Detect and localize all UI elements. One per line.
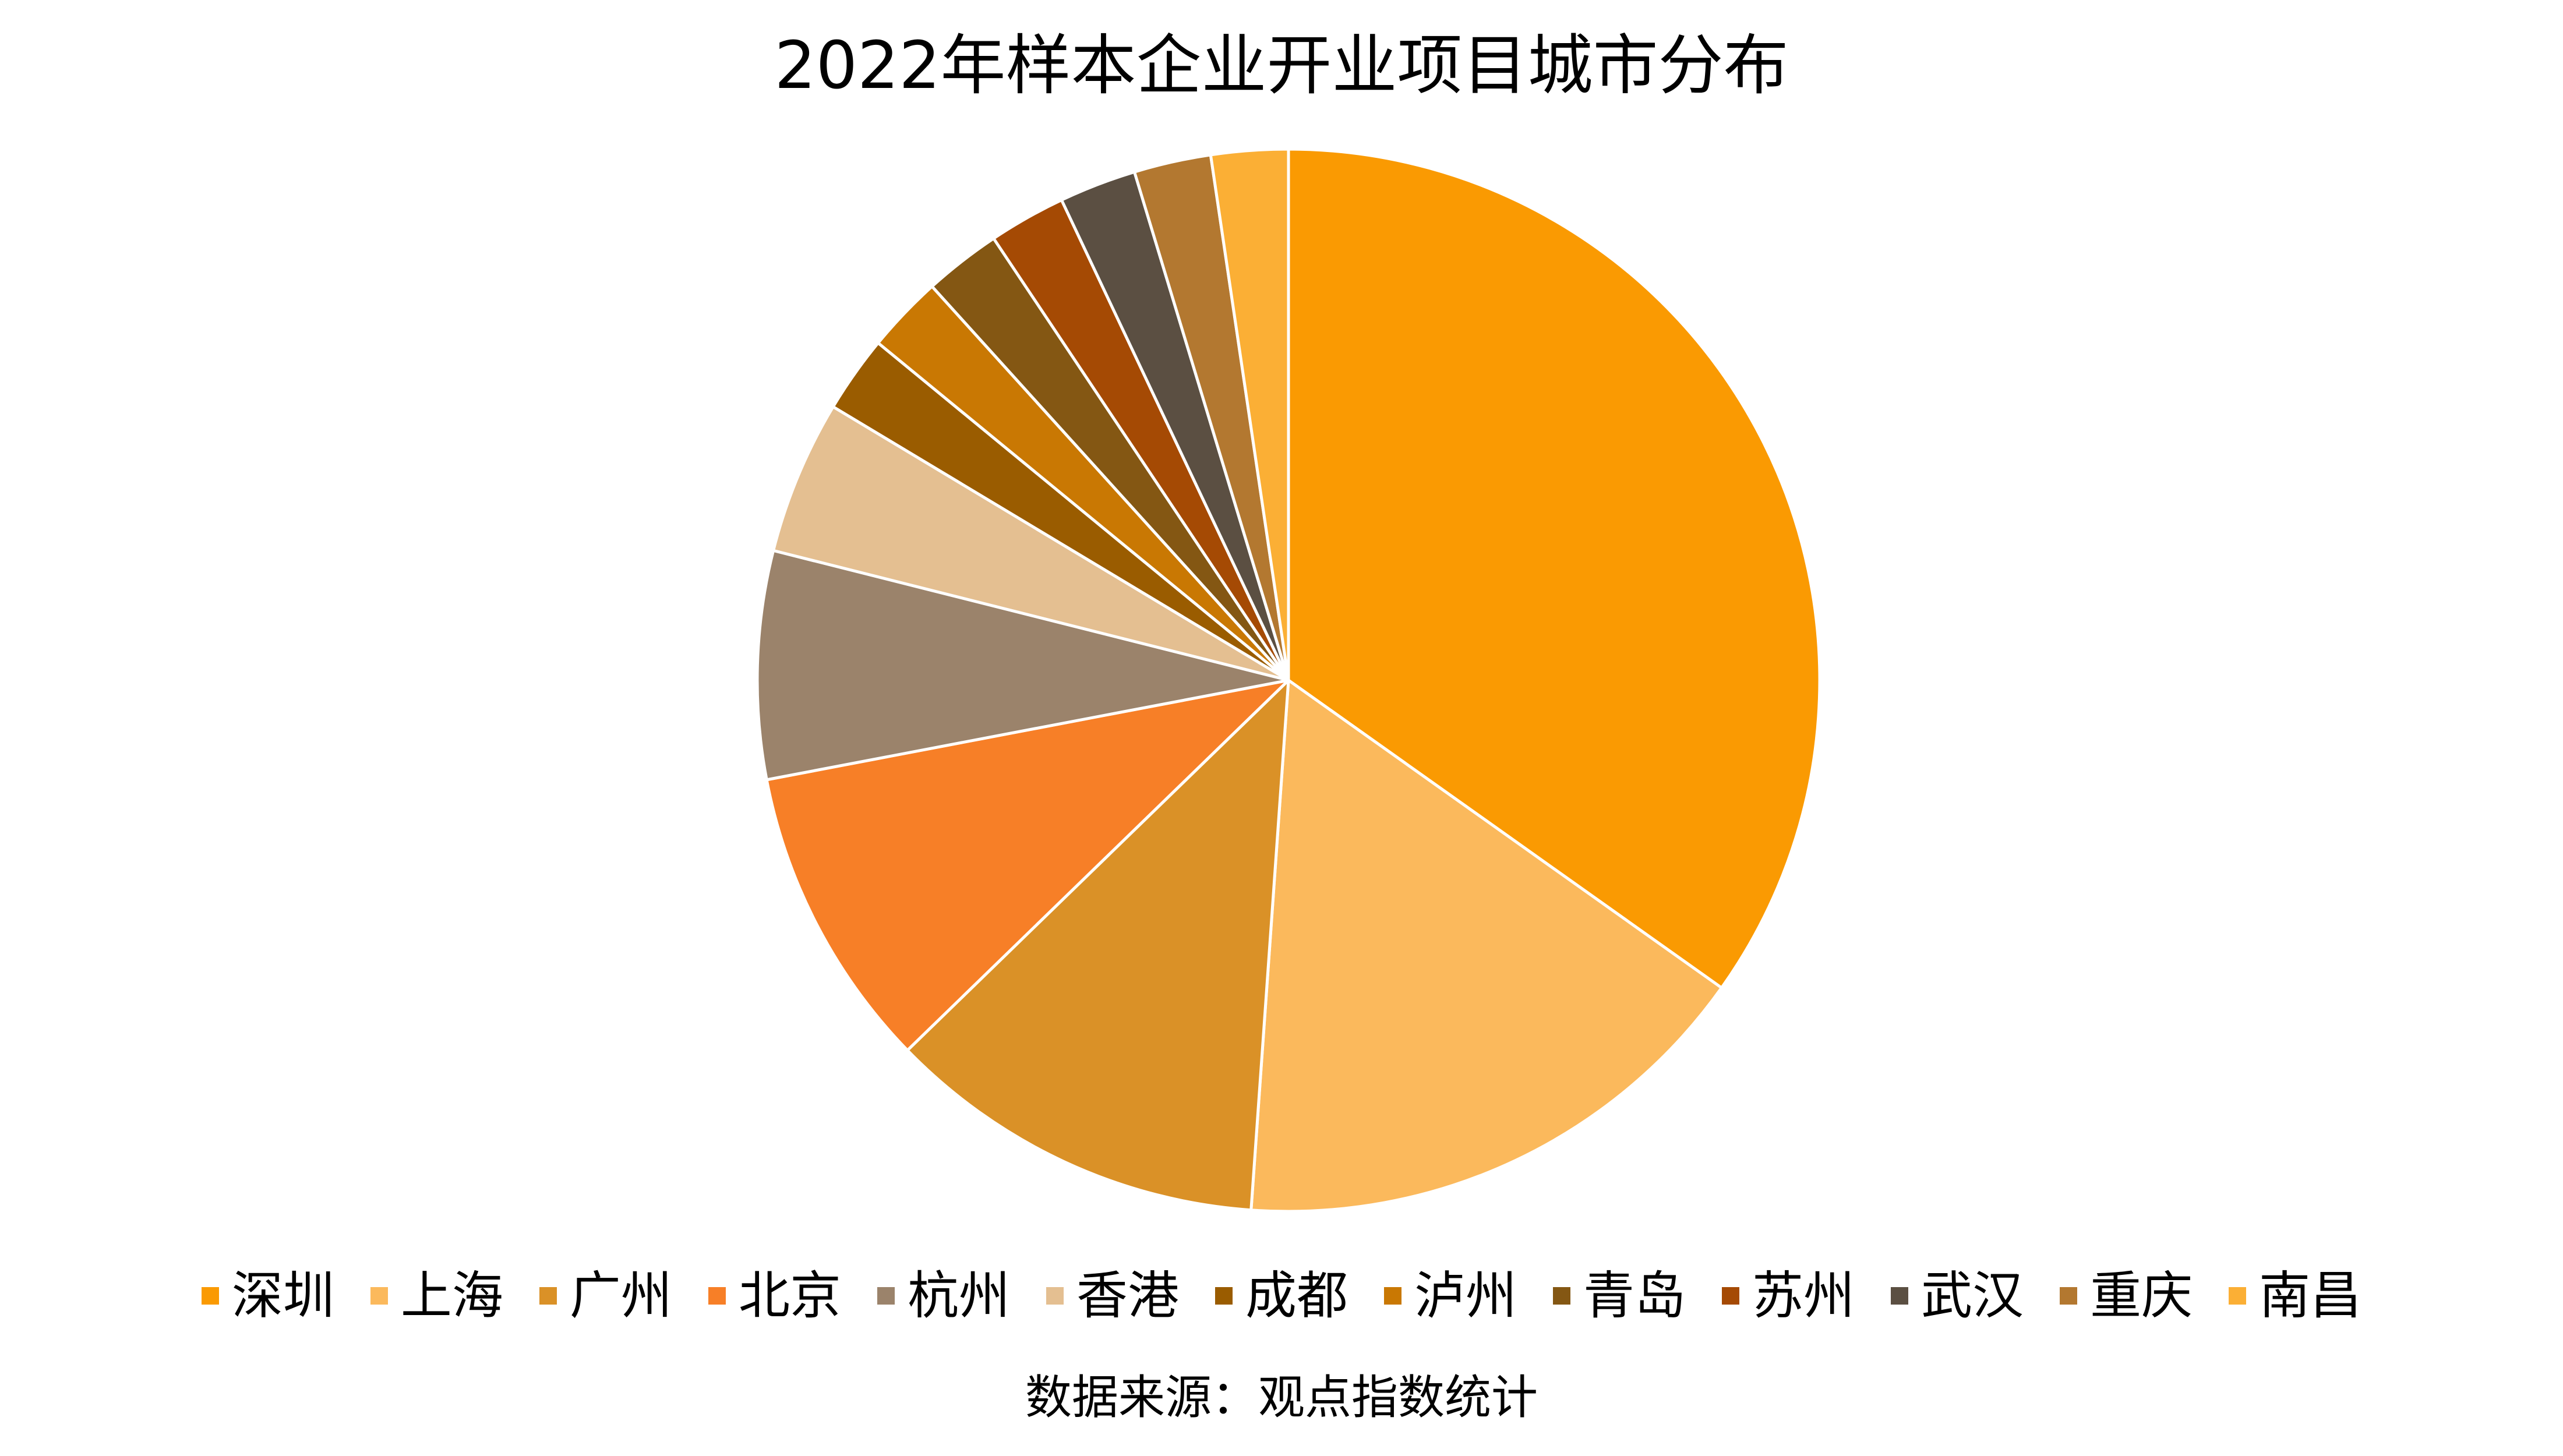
legend-label: 泸州 <box>1414 1266 1517 1326</box>
legend-swatch <box>370 1287 388 1305</box>
legend-item-9: 苏州 <box>1722 1264 1855 1328</box>
pie-slice-4 <box>756 549 1290 782</box>
legend-swatch <box>1384 1287 1401 1305</box>
legend-item-4: 杭州 <box>877 1264 1010 1328</box>
legend-label: 武汉 <box>1921 1266 2024 1326</box>
legend-swatch <box>2229 1287 2247 1305</box>
legend-item-0: 深圳 <box>201 1264 334 1328</box>
legend: 深圳 上海 广州 北京 杭州 香港 成都 泸州 青岛 苏州 武汉 重庆 南昌 <box>0 1252 2563 1340</box>
legend-label: 深圳 <box>231 1266 334 1326</box>
legend-item-11: 重庆 <box>2060 1264 2193 1328</box>
legend-item-3: 北京 <box>708 1264 841 1328</box>
legend-label: 杭州 <box>907 1266 1010 1326</box>
pie-slice-0 <box>1287 147 1821 989</box>
legend-item-2: 广州 <box>539 1264 672 1328</box>
legend-swatch <box>1215 1287 1233 1305</box>
legend-swatch <box>1722 1287 1740 1305</box>
pie-slice-2 <box>906 678 1290 1212</box>
legend-swatch <box>539 1287 557 1305</box>
legend-swatch <box>2060 1287 2078 1305</box>
legend-item-10: 武汉 <box>1891 1264 2024 1328</box>
legend-label: 北京 <box>738 1266 841 1326</box>
legend-label: 苏州 <box>1752 1266 1855 1326</box>
legend-label: 香港 <box>1076 1266 1179 1326</box>
pie-slice-12 <box>1209 147 1290 682</box>
legend-swatch <box>201 1287 219 1305</box>
legend-label: 成都 <box>1245 1266 1348 1326</box>
legend-item-5: 香港 <box>1046 1264 1179 1328</box>
legend-item-1: 上海 <box>370 1264 503 1328</box>
legend-label: 上海 <box>400 1266 503 1326</box>
pie-slices <box>756 147 1821 1213</box>
legend-label: 广州 <box>569 1266 672 1326</box>
legend-item-7: 泸州 <box>1384 1264 1517 1328</box>
pie-slice-5 <box>772 405 1290 682</box>
legend-item-12: 南昌 <box>2229 1264 2361 1328</box>
legend-swatch <box>877 1287 895 1305</box>
legend-label: 青岛 <box>1583 1266 1686 1326</box>
legend-swatch <box>1046 1287 1064 1305</box>
legend-swatch <box>1891 1287 1909 1305</box>
legend-item-6: 成都 <box>1215 1264 1348 1328</box>
legend-item-8: 青岛 <box>1553 1264 1686 1328</box>
legend-label: 南昌 <box>2259 1266 2362 1326</box>
legend-swatch <box>708 1287 726 1305</box>
pie-slice-1 <box>1249 678 1724 1213</box>
legend-label: 重庆 <box>2090 1266 2193 1326</box>
legend-swatch <box>1553 1287 1571 1305</box>
pie-slice-3 <box>765 678 1290 1052</box>
chart-title: 2022年样本企业开业项目城市分布 <box>774 28 1789 104</box>
source-note: 数据来源：观点指数统计 <box>1025 1370 1538 1425</box>
